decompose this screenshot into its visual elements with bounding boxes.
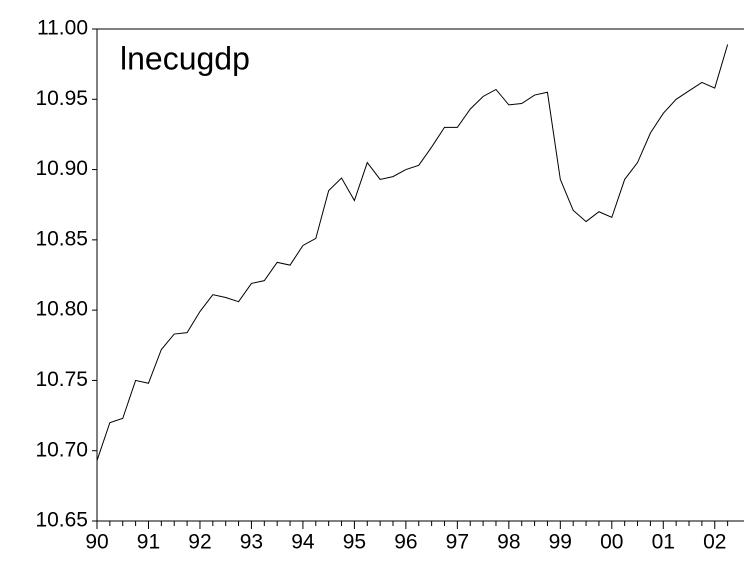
y-tick-label: 10.80 <box>35 298 88 321</box>
x-tick-label: 92 <box>188 531 211 554</box>
x-tick-label: 99 <box>549 531 572 554</box>
x-tick-label: 91 <box>137 531 160 554</box>
y-tick-label: 11.00 <box>37 17 88 40</box>
data-line <box>96 44 729 461</box>
x-tick-label: 97 <box>446 531 469 554</box>
x-tick-label: 93 <box>240 531 263 554</box>
x-tick-label: 98 <box>497 531 520 554</box>
y-tick-label: 10.70 <box>35 438 88 461</box>
x-tick-label: 02 <box>703 531 726 554</box>
x-tick-label: 95 <box>343 531 366 554</box>
y-tick-label: 10.95 <box>35 87 88 110</box>
x-tick-label: 01 <box>652 531 675 554</box>
y-tick-label: 10.85 <box>35 227 88 250</box>
y-tick-label: 10.90 <box>35 157 88 180</box>
x-tick-label: 94 <box>291 531 315 554</box>
x-tick-label: 96 <box>394 531 417 554</box>
chart-title: lnecugdp <box>120 40 250 76</box>
x-tick-label: 00 <box>600 531 623 554</box>
x-tick-label: 90 <box>85 531 108 554</box>
y-tick-label: 10.75 <box>35 368 88 391</box>
y-tick-label: 10.65 <box>35 509 88 532</box>
